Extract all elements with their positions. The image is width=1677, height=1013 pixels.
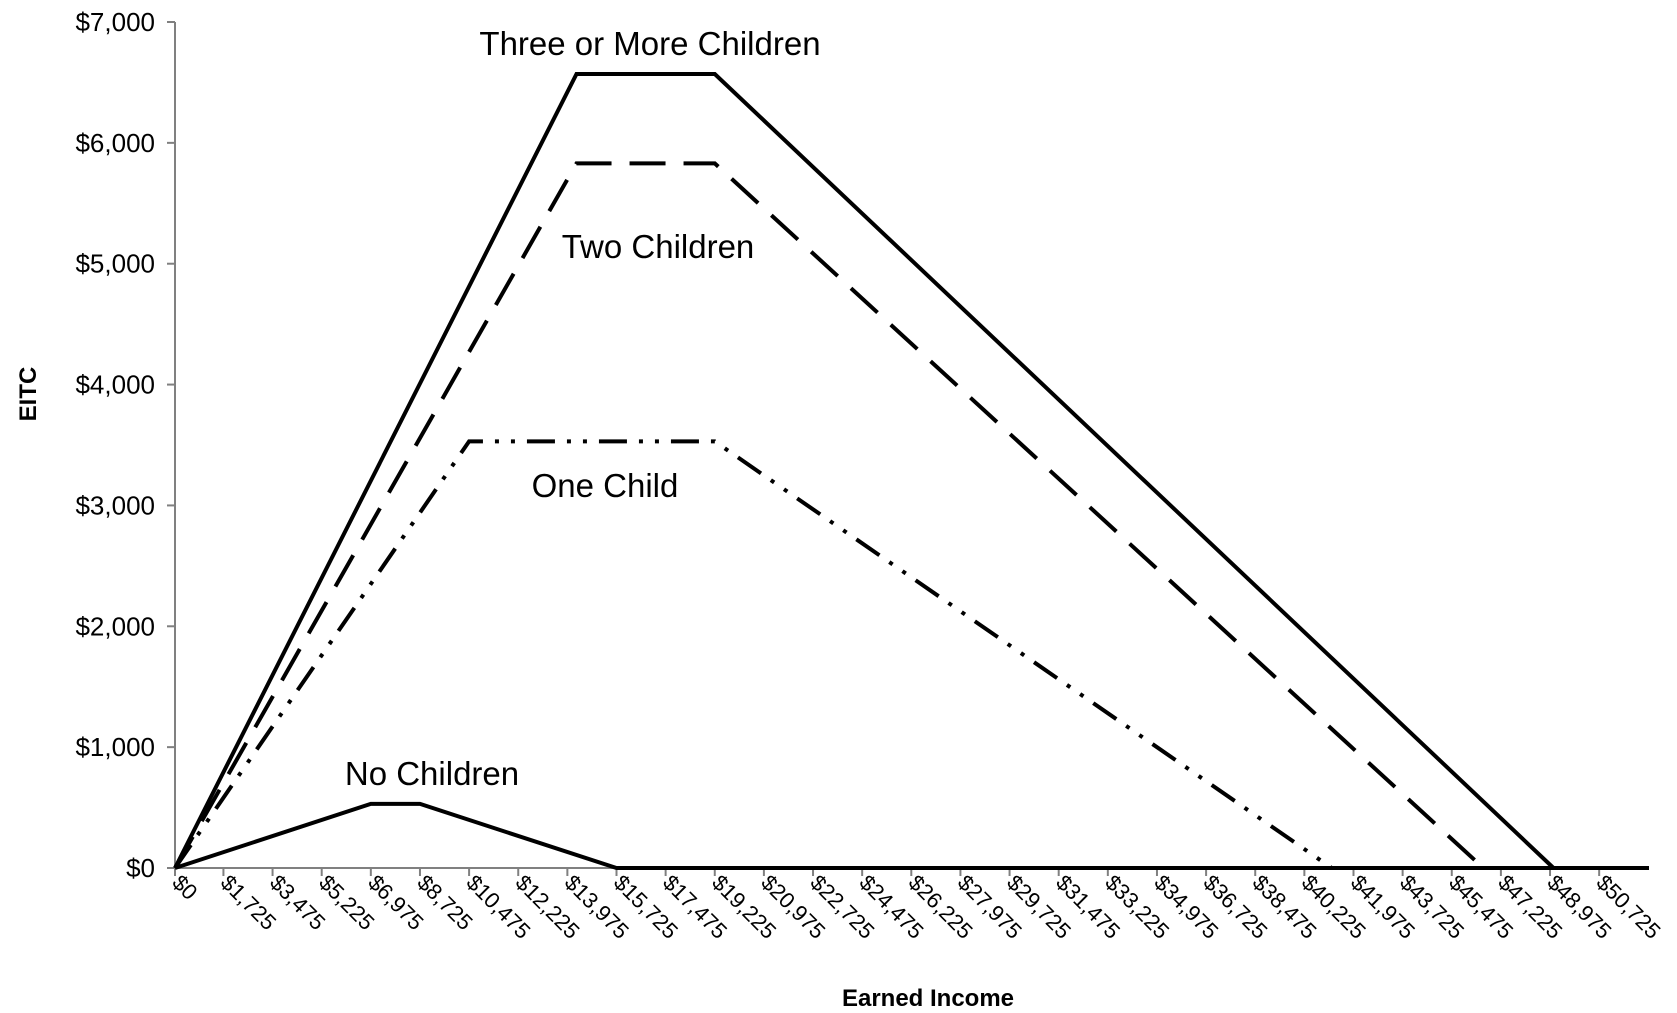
series-line-no-children bbox=[174, 801, 1649, 870]
x-tick-label: $1,725 bbox=[216, 870, 281, 935]
x-axis-title: Earned Income bbox=[842, 985, 1014, 1012]
series-label-one: One Child bbox=[532, 467, 679, 504]
series-labels: Three or More Children Two Children One … bbox=[345, 25, 821, 792]
x-tick-label: $8,725 bbox=[412, 870, 477, 935]
y-tick-label: $7,000 bbox=[75, 7, 155, 37]
series-line-three-or-more-children bbox=[173, 72, 1555, 870]
y-tick-label: $6,000 bbox=[75, 128, 155, 158]
y-tick-label: $0 bbox=[126, 853, 155, 883]
series-label-two: Two Children bbox=[562, 228, 755, 265]
x-axis-ticks: $0 $1,725$3,475$5,225$6,975$8,725$10,475$… bbox=[167, 868, 1666, 944]
y-axis-title: EITC bbox=[15, 367, 42, 422]
y-tick-label: $3,000 bbox=[75, 490, 155, 520]
x-tick-label: $0 bbox=[167, 870, 202, 905]
x-tick-label: $3,475 bbox=[265, 870, 330, 935]
series-label-three-or-more: Three or More Children bbox=[479, 25, 820, 62]
y-axis-ticks: $0 $1,000 $2,000 $3,000 $4,000 $5,000 $6,000 $7… bbox=[75, 7, 175, 883]
y-tick-label: $4,000 bbox=[75, 370, 155, 400]
y-tick-label: $1,000 bbox=[75, 732, 155, 762]
y-tick-label: $5,000 bbox=[75, 249, 155, 279]
series-line-one-child bbox=[173, 439, 1333, 870]
x-tick-label: $6,975 bbox=[363, 870, 428, 935]
series-label-none: No Children bbox=[345, 755, 519, 792]
x-tick-label: $5,225 bbox=[314, 870, 379, 935]
axes bbox=[174, 22, 1649, 869]
y-tick-label: $2,000 bbox=[75, 611, 155, 641]
series-line-two-children bbox=[173, 161, 1485, 870]
series-lines bbox=[173, 72, 1649, 870]
